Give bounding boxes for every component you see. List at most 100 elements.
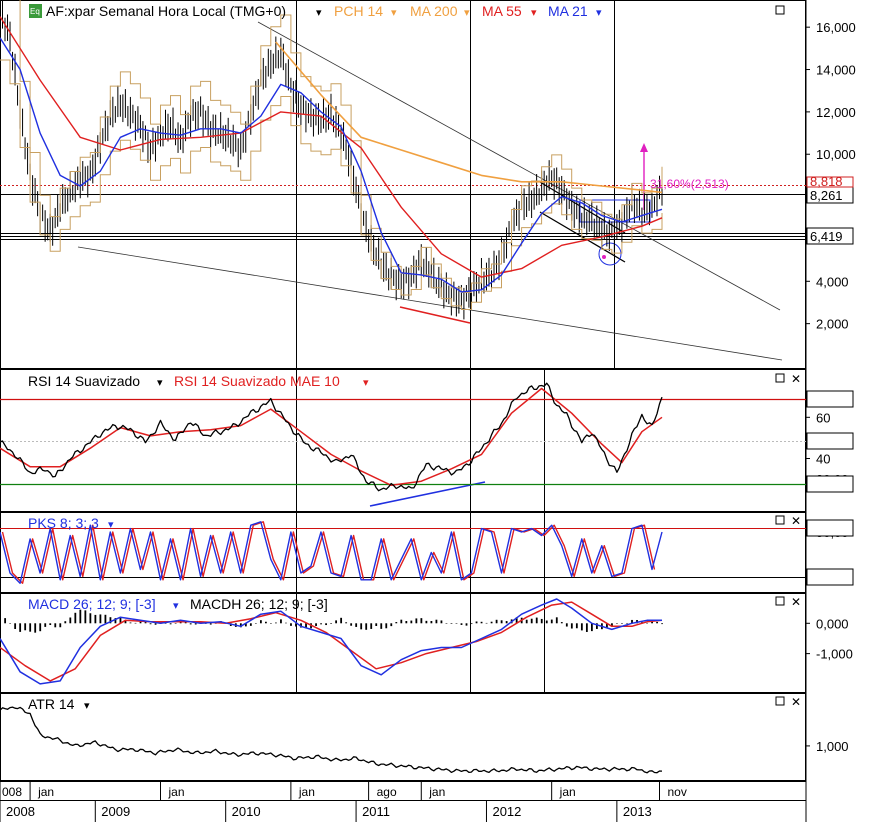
price-label-partial-text: 8,818 xyxy=(810,174,843,189)
blue-range-box xyxy=(579,199,651,223)
macdh-bar-60 xyxy=(149,623,152,625)
macd-maximize-button[interactable] xyxy=(775,596,785,606)
macdh-bar-120 xyxy=(300,623,302,628)
macd-tick-label-1: -1,000 xyxy=(816,647,853,662)
macdh-bar-236 xyxy=(590,623,593,632)
macdh-bar-234 xyxy=(585,623,588,632)
macdh-bar-34 xyxy=(84,610,87,624)
divergence-line-rsi xyxy=(369,481,486,507)
macdh-bar-76 xyxy=(189,623,192,625)
year-label-5: 2013 xyxy=(623,804,652,819)
fib-arrow-head xyxy=(640,143,648,152)
macdh-bar-168 xyxy=(420,618,423,624)
price-tick-label-5: 2,000 xyxy=(816,317,849,332)
rsi-mae-dropdown-icon[interactable]: ▾ xyxy=(363,377,369,389)
macdh-bar-132 xyxy=(330,623,332,624)
macdh-bar-186 xyxy=(465,623,468,626)
macdh-bar-262 xyxy=(656,621,658,624)
price-tick-label-1: 14,000 xyxy=(816,63,856,78)
macdh-bar-190 xyxy=(475,621,478,624)
pks-maximize-button[interactable] xyxy=(775,515,785,525)
pks-series xyxy=(0,521,663,584)
rsi-title-dropdown-icon[interactable]: ▾ xyxy=(157,377,163,389)
rsi-mae-line xyxy=(0,387,663,487)
macd-title[interactable]: MACD 26; 12; 9; [-3] xyxy=(28,596,156,612)
rsi-maximize-button[interactable] xyxy=(775,373,785,383)
pks-close-icon[interactable]: ✕ xyxy=(791,514,801,528)
macdh-bar-214 xyxy=(535,617,538,624)
atr-close-icon[interactable]: ✕ xyxy=(791,695,801,709)
legend-ma200[interactable]: MA 200 xyxy=(410,3,458,19)
macdh-bar-66 xyxy=(164,623,167,624)
pch-upper-line xyxy=(19,0,663,293)
month-label-1: jan xyxy=(37,785,54,799)
macdh-bar-114 xyxy=(285,622,287,624)
macdh-bar-122 xyxy=(305,623,307,629)
atr-tick-label-0: 1,000 xyxy=(816,739,849,754)
price-title[interactable]: AF:xpar Semanal Hora Local (TMG+0) xyxy=(46,3,286,19)
legend-ma55[interactable]: MA 55 xyxy=(482,3,522,19)
rsi-mae-title[interactable]: RSI 14 Suavizado MAE 10 xyxy=(174,373,340,389)
rsi-series xyxy=(0,382,663,492)
macdh-bar-216 xyxy=(540,618,543,624)
rsi-close-icon[interactable]: ✕ xyxy=(791,372,801,386)
macdh-bar-170 xyxy=(425,620,428,624)
atr-title-dropdown-icon[interactable]: ▾ xyxy=(84,700,90,712)
macdh-bar-182 xyxy=(455,623,458,624)
price-label-8261: 8,261 xyxy=(806,186,854,204)
legend-ma21-dropdown-icon: ▾ xyxy=(596,7,602,19)
legend-pch-dropdown-icon: ▾ xyxy=(391,7,397,19)
month-label-0: 008 xyxy=(2,785,22,799)
macdh-bar-136 xyxy=(340,617,343,624)
macdh-bar-142 xyxy=(355,623,358,627)
macdh-bar-156 xyxy=(390,623,393,627)
macdh-bar-84 xyxy=(209,623,212,625)
atr-title[interactable]: ATR 14 xyxy=(28,696,75,712)
macdh-title[interactable]: MACDH 26; 12; 9; [-3] xyxy=(190,596,328,612)
macd-title-dropdown-icon[interactable]: ▾ xyxy=(173,600,179,612)
legend-pch[interactable]: PCH 14 xyxy=(334,3,383,19)
macdh-bar-138 xyxy=(345,622,348,624)
x-axis: 008 jan jan jan ago jan jan nov 2008 2009 2010 2011… xyxy=(0,781,687,822)
pks-title-dropdown-icon[interactable]: ▾ xyxy=(108,519,114,531)
macd-close-icon[interactable]: ✕ xyxy=(791,595,801,609)
atr-series xyxy=(0,706,663,774)
macdh-bar-242 xyxy=(606,623,608,629)
legend-ma21[interactable]: MA 21 xyxy=(548,3,588,19)
price-tick-label-2: 12,000 xyxy=(816,105,856,120)
macdh-bar-176 xyxy=(440,620,443,624)
macdh-bar-46 xyxy=(114,618,117,624)
ma21-line xyxy=(0,37,663,293)
macdh-bar-58 xyxy=(144,622,147,624)
macdh-bar-12 xyxy=(29,623,32,632)
macdh-bar-62 xyxy=(154,623,157,625)
macdh-bar-50 xyxy=(124,620,127,624)
macdh-bar-74 xyxy=(184,622,187,624)
month-label-5: jan xyxy=(428,785,445,799)
atr-maximize-button[interactable] xyxy=(775,696,785,706)
rsi-tick-label-3: 40 xyxy=(816,452,830,467)
low-circle xyxy=(598,242,622,266)
macdh-bar-24 xyxy=(59,623,62,628)
rsi-title[interactable]: RSI 14 Suavizado xyxy=(28,373,140,389)
panel-frames xyxy=(0,0,807,822)
macdh-bar-56 xyxy=(139,621,142,624)
macdh-bar-44 xyxy=(109,617,112,624)
macdh-bar-230 xyxy=(575,623,578,629)
month-label-7: nov xyxy=(667,785,686,799)
atr-line xyxy=(0,706,663,774)
macdh-bar-104 xyxy=(259,620,262,624)
macdh-bar-196 xyxy=(490,621,493,624)
macdh-bar-30 xyxy=(74,612,77,624)
macd-tick-label-0: 0,000 xyxy=(816,616,849,631)
year-label-1: 2009 xyxy=(101,804,130,819)
price-maximize-button[interactable] xyxy=(775,5,785,15)
price-title-group: Eq AF:xpar Semanal Hora Local (TMG+0) ▾ … xyxy=(29,3,602,19)
macdh-bar-52 xyxy=(129,622,132,624)
macdh-bar-144 xyxy=(360,623,363,630)
macdh-bar-118 xyxy=(295,623,297,627)
pks-title[interactable]: PKS 8; 3; 3 xyxy=(28,515,99,531)
macdh-bar-180 xyxy=(450,623,453,624)
macdh-bar-14 xyxy=(34,623,37,633)
